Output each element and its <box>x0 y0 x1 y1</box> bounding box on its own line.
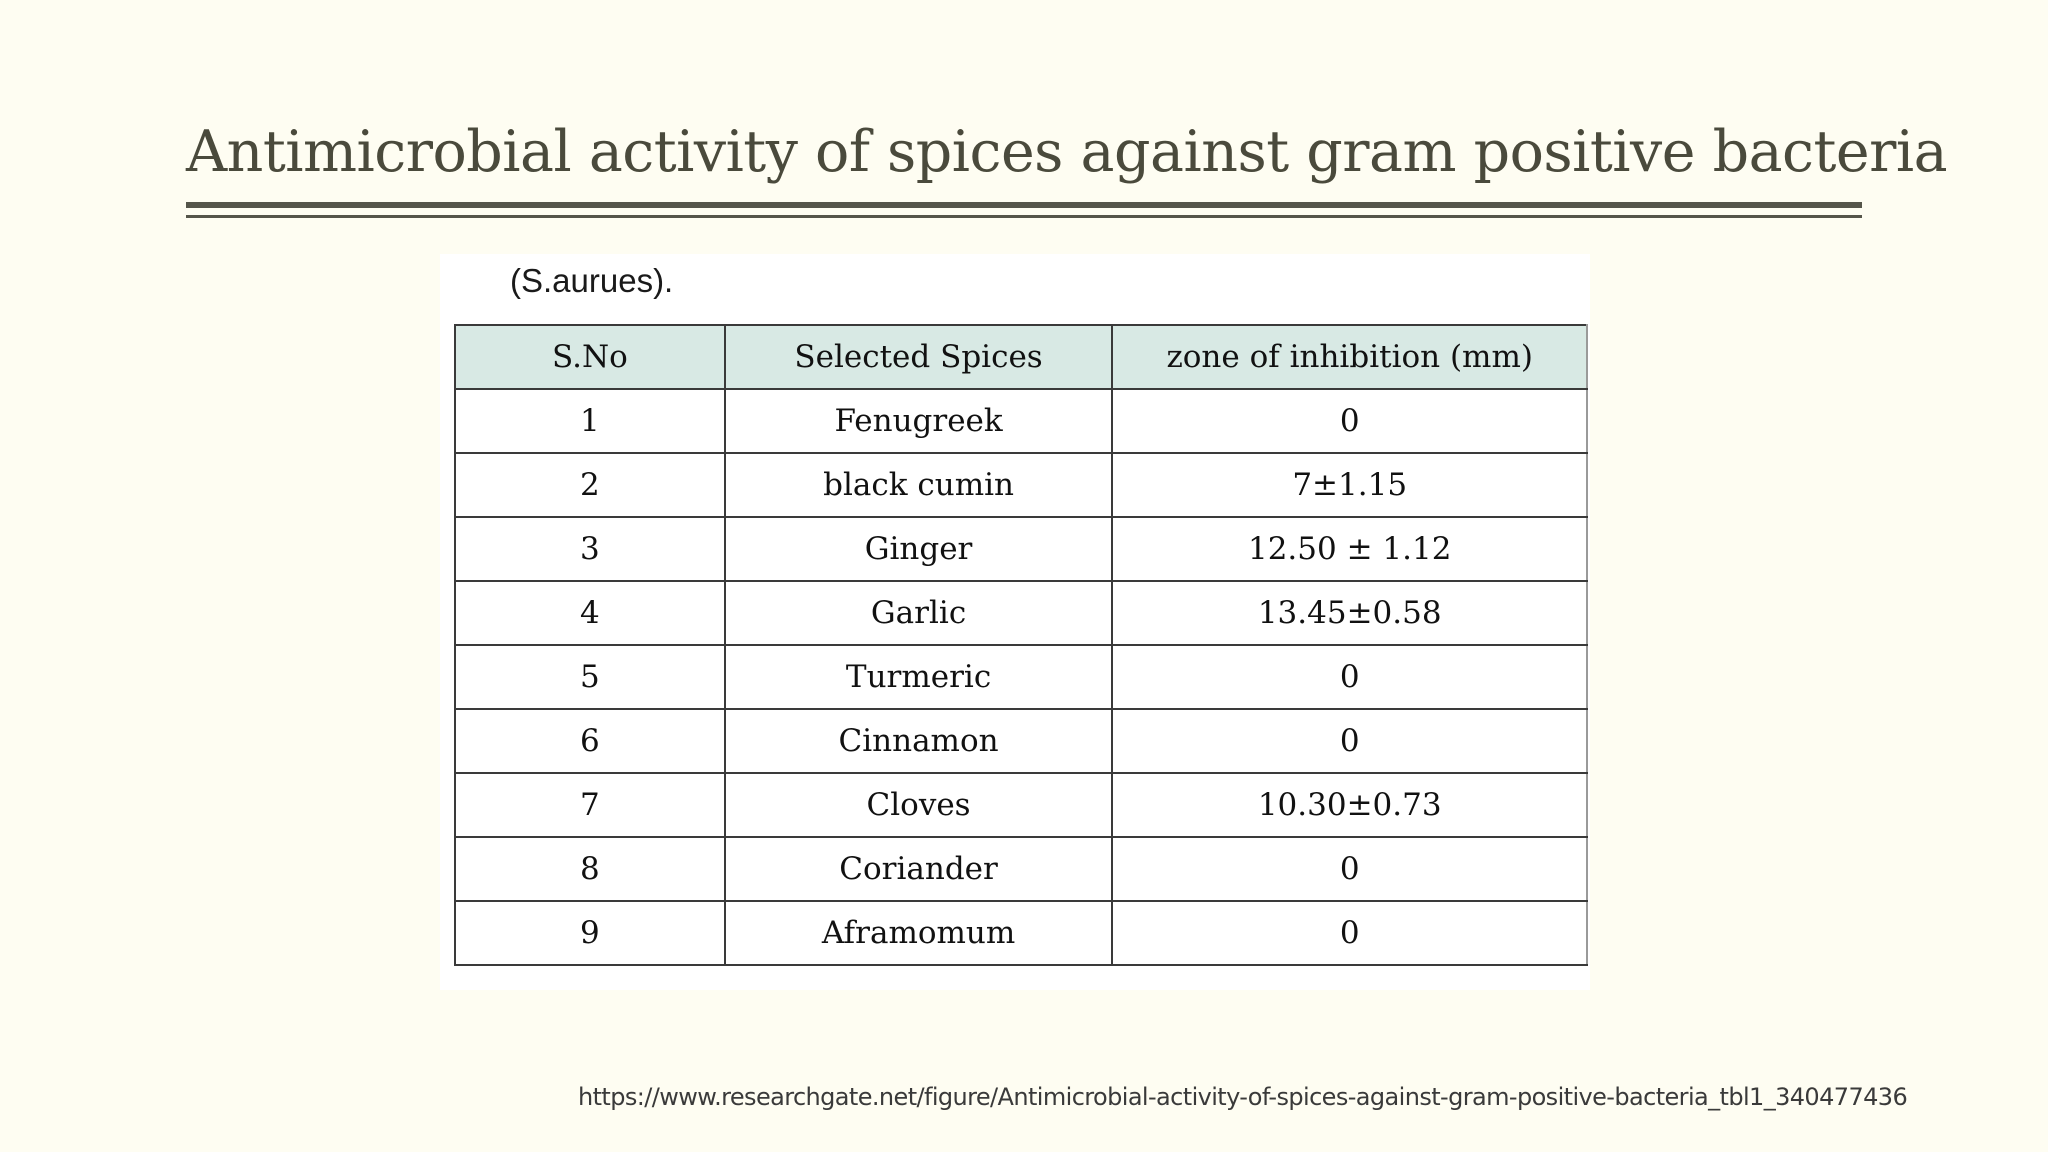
table-row: 4 Garlic 13.45±0.58 <box>454 580 1588 646</box>
cell-sno: 4 <box>454 580 726 646</box>
cell-sno: 6 <box>454 708 726 774</box>
cell-spice: black cumin <box>723 452 1114 518</box>
cell-sno: 5 <box>454 644 726 710</box>
cell-spice: Coriander <box>723 836 1114 902</box>
table-row: 9 Aframomum 0 <box>454 900 1588 966</box>
cell-zone: 0 <box>1111 644 1588 710</box>
cell-sno: 3 <box>454 516 726 582</box>
cell-zone: 0 <box>1111 836 1588 902</box>
cell-spice: Ginger <box>723 516 1114 582</box>
cell-sno: 9 <box>454 900 726 966</box>
cell-spice: Cinnamon <box>723 708 1114 774</box>
title-underline-thin <box>186 215 1862 218</box>
table-row: 8 Coriander 0 <box>454 836 1588 902</box>
cell-spice: Turmeric <box>723 644 1114 710</box>
cell-zone: 13.45±0.58 <box>1111 580 1588 646</box>
title-underline-thick <box>186 202 1862 208</box>
table-row: 7 Cloves 10.30±0.73 <box>454 772 1588 838</box>
cell-sno: 1 <box>454 388 726 454</box>
cell-spice: Cloves <box>723 772 1114 838</box>
cell-spice: Fenugreek <box>723 388 1114 454</box>
cell-sno: 7 <box>454 772 726 838</box>
cell-zone: 7±1.15 <box>1111 452 1588 518</box>
table-row: 6 Cinnamon 0 <box>454 708 1588 774</box>
inhibition-table: S.No Selected Spices zone of inhibition … <box>454 324 1588 966</box>
table-row: 3 Ginger 12.50 ± 1.12 <box>454 516 1588 582</box>
header-zone-of-inhibition: zone of inhibition (mm) <box>1111 324 1588 390</box>
cell-zone: 12.50 ± 1.12 <box>1111 516 1588 582</box>
cell-sno: 2 <box>454 452 726 518</box>
table-row: 5 Turmeric 0 <box>454 644 1588 710</box>
cell-spice: Aframomum <box>723 900 1114 966</box>
table-row: 2 black cumin 7±1.15 <box>454 452 1588 518</box>
cell-spice: Garlic <box>723 580 1114 646</box>
table-header-row: S.No Selected Spices zone of inhibition … <box>454 324 1588 390</box>
source-url[interactable]: https://www.researchgate.net/figure/Anti… <box>578 1083 1908 1111</box>
cell-zone: 10.30±0.73 <box>1111 772 1588 838</box>
cell-zone: 0 <box>1111 388 1588 454</box>
table-figure: (S.aurues). S.No Selected Spices zone of… <box>440 254 1590 990</box>
cell-zone: 0 <box>1111 900 1588 966</box>
cell-sno: 8 <box>454 836 726 902</box>
slide-title: Antimicrobial activity of spices against… <box>186 119 1948 185</box>
cell-zone: 0 <box>1111 708 1588 774</box>
header-sno: S.No <box>454 324 726 390</box>
header-selected-spices: Selected Spices <box>723 324 1114 390</box>
table-caption: (S.aurues). <box>510 262 674 299</box>
table-row: 1 Fenugreek 0 <box>454 388 1588 454</box>
